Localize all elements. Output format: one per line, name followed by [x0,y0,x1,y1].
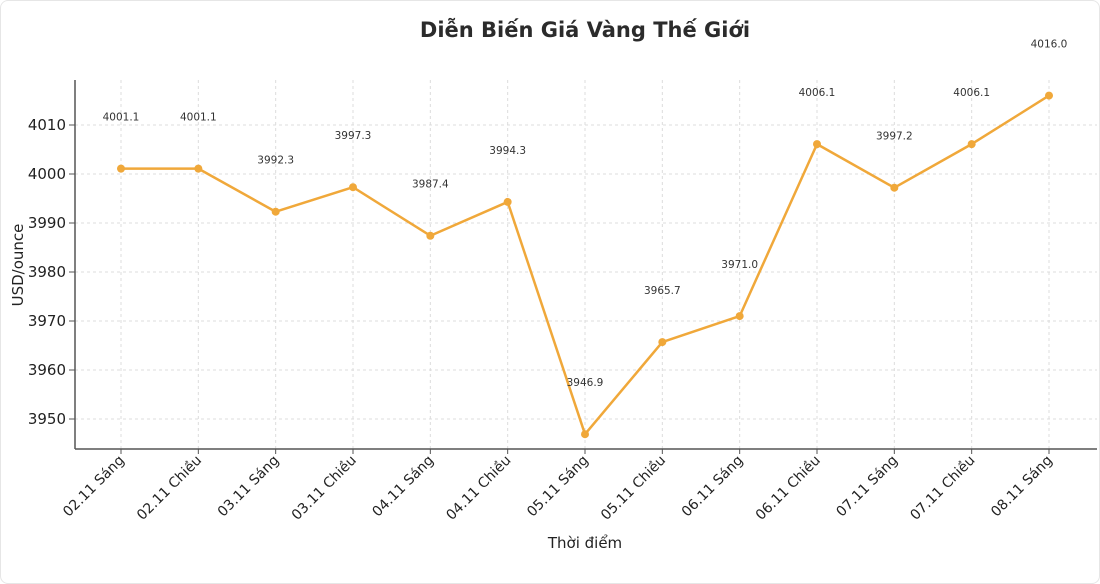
data-label: 4001.1 [180,112,217,124]
chart-title: Diễn Biến Giá Vàng Thế Giới [419,18,751,42]
y-tick-label: 4010 [28,116,66,134]
data-label: 3994.3 [489,145,526,157]
data-point [1045,91,1053,100]
x-tick-label: 07.11 Chiều [907,452,979,524]
data-label: 3965.7 [644,285,681,297]
data-label: 4006.1 [953,87,990,99]
y-tick-label: 3950 [28,410,66,428]
x-tick-label: 02.11 Chiều [133,452,205,524]
data-point [658,338,667,347]
data-label: 3997.2 [876,131,913,143]
x-tick-label: 02.11 Sáng [60,453,128,521]
data-label: 3992.3 [257,155,294,167]
data-label: 4001.1 [103,112,140,124]
data-point [426,231,435,240]
data-label: 3997.3 [335,130,372,142]
data-label: 3971.0 [721,259,758,271]
x-tick-label: 05.11 Chiều [597,452,669,524]
data-point [503,197,512,206]
x-tick-label: 03.11 Chiều [288,452,360,524]
data-point [967,140,976,149]
x-tick-label: 07.11 Sáng [833,453,901,521]
y-tick-label: 3970 [28,312,66,330]
data-point [581,430,589,439]
y-tick-label: 3980 [28,263,66,281]
data-label: 4006.1 [799,87,836,99]
data-point [194,164,203,173]
x-axis-label: Thời điểm [547,534,622,552]
x-tick-label: 06.11 Chiều [752,452,824,524]
x-tick-label: 04.11 Sáng [369,453,437,521]
x-tick-label: 06.11 Sáng [679,453,747,521]
y-axis-label: USD/ounce [9,224,27,307]
y-tick-label: 3960 [28,361,66,379]
data-point [735,312,744,321]
data-point [890,183,899,192]
x-tick-label: 05.11 Sáng [524,453,592,521]
y-tick-label: 4000 [28,165,66,183]
data-point [349,183,357,192]
y-tick-label: 3990 [28,214,66,232]
x-tick-label: 04.11 Chiều [443,452,515,524]
data-point [117,164,125,173]
data-point [813,140,821,149]
data-point [271,207,280,216]
data-label: 3946.9 [567,377,604,389]
x-tick-label: 08.11 Sáng [988,453,1056,521]
data-label: 4016.0 [1031,39,1068,51]
data-label: 3987.4 [412,179,449,191]
x-tick-label: 03.11 Sáng [215,453,283,521]
